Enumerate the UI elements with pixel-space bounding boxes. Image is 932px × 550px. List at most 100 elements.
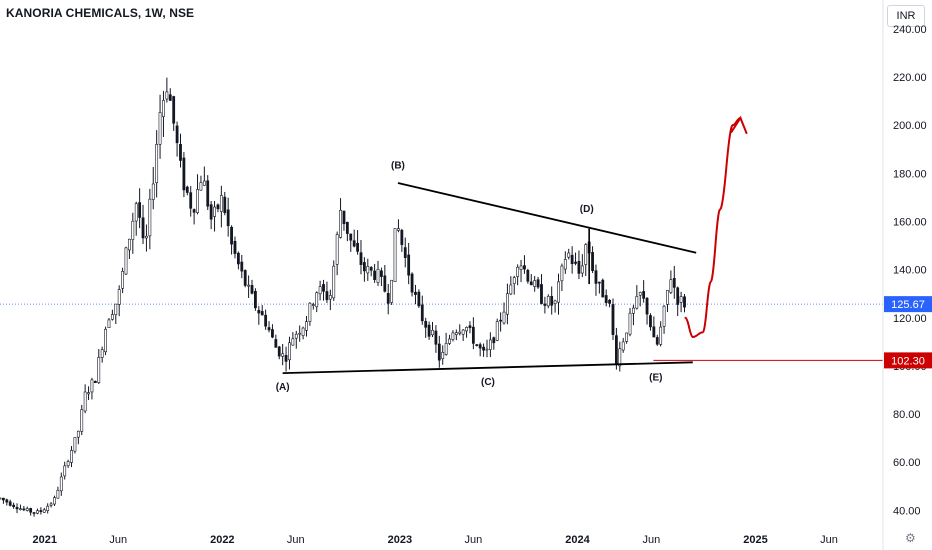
candle-body [216,204,220,210]
candle-body [424,321,428,328]
candle-body [410,273,414,293]
candle-body [468,325,472,329]
candle-body [628,312,632,335]
candle-body [580,265,584,274]
candle-body [352,240,356,247]
candle-body [373,270,377,280]
candle-body [672,277,676,288]
time-axis[interactable]: 2021 Jun 2022 Jun 2023 Jun 2024 Jun 2025 Jun [33,534,838,546]
wave-label: (D) [580,204,594,215]
candle-body [56,489,60,499]
candle-body [291,338,295,346]
y-tick-label: 180.00 [893,168,927,180]
candle-body [577,260,581,274]
candle-body [301,327,305,336]
candle-body [683,296,686,308]
candle-body [451,332,455,340]
x-tick-label: 2022 [210,534,234,546]
candle-body [594,270,598,284]
candle-body [8,501,12,506]
candle-body [311,304,315,306]
candle-body [271,329,274,338]
candle-body [0,497,2,500]
y-tick-label: 220.00 [893,72,927,84]
candle-body [645,297,649,315]
candle-body [230,226,233,245]
projection-layer [684,115,748,339]
candle-body [597,281,601,284]
candle-body [546,296,550,307]
candle-body [236,252,240,265]
candle-body [454,332,458,335]
candle-body [533,280,537,287]
wave-label: (A) [276,382,290,393]
candle-body [666,290,669,305]
candle-body [366,266,370,274]
candle-body [80,409,84,432]
y-tick-label: 40.00 [893,505,921,517]
candle-body [574,261,577,264]
candle-body [254,290,257,309]
candle-body [53,497,56,505]
gear-icon[interactable]: ⚙ [905,531,916,545]
candle-body [66,461,70,467]
candle-body [376,268,380,283]
candle-body [90,379,94,393]
candle-body [618,348,622,367]
candle-body [509,284,513,295]
candle-body [506,293,509,315]
candle-body [407,254,411,276]
price-axis[interactable]: 40.0060.0080.00100.00120.00140.00160.001… [893,24,927,517]
candle-body [356,242,359,252]
candle-body [441,351,445,359]
wave-label: (C) [481,377,495,388]
candle-body [5,499,9,503]
candle-body [114,303,118,315]
candle-body [359,252,363,265]
candle-body [369,267,373,271]
candle-body [420,304,424,322]
candle-body [318,286,322,295]
candle-body [563,259,567,270]
candle-body [83,391,87,412]
candle-body [124,247,128,275]
candle-body [437,343,441,361]
candle-body [226,209,230,227]
currency-selector[interactable]: INR [887,5,925,27]
candle-body [482,346,485,351]
candle-body [362,262,366,272]
candle-body [471,326,475,344]
candle-body [42,509,46,513]
x-tick-label: 2024 [565,534,590,546]
candle-body [155,144,159,183]
candle-body [19,508,22,511]
candle-body [165,91,169,100]
candle-body [145,235,148,239]
candle-body [277,346,281,357]
candle-body [117,289,121,305]
candle-body [345,221,349,234]
candle-body [604,295,608,303]
candle-body [107,319,111,328]
candle-body [614,335,618,365]
candle-body [461,329,465,335]
candle-body [138,202,142,218]
y-tick-label: 80.00 [893,409,921,421]
candle-body [383,275,387,292]
candle-body [659,326,663,345]
wave-label: (B) [391,161,405,172]
y-tick-label: 120.00 [893,313,927,325]
candle-body [189,192,193,209]
candle-body [179,144,182,161]
candle-body [608,299,611,304]
candle-body [662,305,666,327]
candle-body [621,341,625,351]
candle-body [284,354,288,362]
candle-body [260,311,264,316]
x-tick-label: Jun [820,534,838,546]
candle-body [567,252,571,258]
candle-body [557,281,560,303]
candle-body [59,476,63,492]
candle-body [76,430,80,438]
